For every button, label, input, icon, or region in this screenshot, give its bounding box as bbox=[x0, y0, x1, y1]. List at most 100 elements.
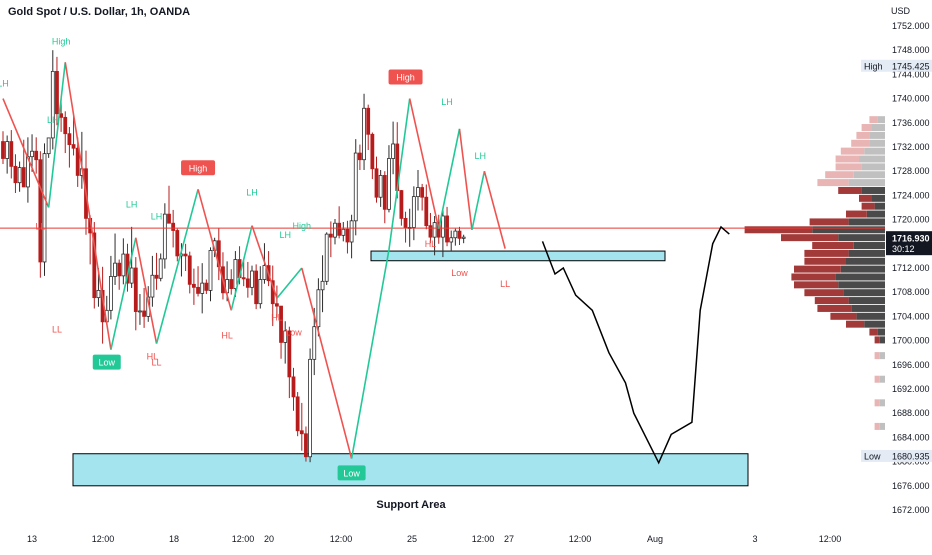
chart-title: Gold Spot / U.S. Dollar, 1h, OANDA bbox=[8, 6, 190, 18]
candle-body bbox=[92, 232, 97, 299]
candle-body bbox=[42, 153, 47, 263]
candle-body bbox=[63, 116, 68, 135]
candle-body bbox=[142, 310, 147, 317]
volume-bar-down bbox=[804, 249, 849, 257]
pivot-label: LL bbox=[500, 279, 510, 289]
volume-bar-down bbox=[744, 226, 813, 234]
pivot-label: HL bbox=[221, 330, 233, 340]
candle-body bbox=[453, 230, 458, 239]
pivot-label: LH bbox=[474, 151, 486, 161]
pivot-label: HL bbox=[425, 239, 437, 249]
volume-bar-up bbox=[859, 155, 885, 163]
volume-bar-up bbox=[846, 257, 885, 265]
volume-bar-up bbox=[866, 210, 885, 218]
volume-bar-up bbox=[843, 289, 885, 297]
candle-body bbox=[283, 330, 288, 343]
candle-body bbox=[208, 250, 213, 291]
volume-bar-down bbox=[809, 218, 849, 226]
zigzag-segment bbox=[350, 249, 390, 459]
candle-body bbox=[46, 137, 51, 155]
y-tick-label: 1696.000 bbox=[892, 360, 930, 370]
candle-body bbox=[183, 253, 188, 257]
volume-bar-up bbox=[872, 194, 885, 202]
volume-bar-down bbox=[812, 242, 854, 250]
candle-body bbox=[254, 270, 259, 305]
y-tick-label: 1700.000 bbox=[892, 336, 930, 346]
volume-bar-up bbox=[835, 273, 885, 281]
volume-bar-up bbox=[848, 249, 885, 257]
candle-body bbox=[445, 215, 449, 243]
pivot-label: LH bbox=[279, 230, 291, 240]
y-tick-label: 1684.000 bbox=[892, 432, 930, 442]
candle-body bbox=[312, 326, 317, 360]
volume-bar-down bbox=[817, 179, 849, 187]
volume-bar-down bbox=[791, 273, 836, 281]
y-tick-label: 1672.000 bbox=[892, 505, 930, 515]
zigzag-segment bbox=[2, 98, 50, 208]
candle-body bbox=[9, 141, 14, 167]
candle-body bbox=[154, 274, 159, 279]
support-area-label: Support Area bbox=[376, 499, 446, 511]
pivot-label: High bbox=[293, 221, 312, 231]
y-tick-label: 1740.000 bbox=[892, 94, 930, 104]
candle-body bbox=[370, 133, 375, 170]
zigzag-segment bbox=[110, 237, 137, 350]
volume-bar-up bbox=[861, 163, 885, 171]
candle-body bbox=[150, 274, 155, 298]
price-countdown: 30:12 bbox=[892, 244, 915, 254]
volume-bar-down bbox=[817, 304, 852, 312]
candle-body bbox=[328, 233, 333, 238]
y-tick-label: 1692.000 bbox=[892, 384, 930, 394]
volume-bar-up bbox=[851, 304, 885, 312]
volume-bar-down bbox=[794, 281, 839, 289]
candle-body bbox=[274, 303, 279, 307]
y-tick-label: 1704.000 bbox=[892, 311, 930, 321]
candle-body bbox=[158, 258, 163, 279]
pivot-badge bbox=[92, 354, 121, 370]
zigzag-segment bbox=[197, 189, 233, 311]
volume-bar-down bbox=[874, 375, 880, 383]
x-tick-label: 12:00 bbox=[569, 534, 592, 544]
volume-bar-up bbox=[877, 116, 885, 124]
volume-bar-up bbox=[856, 312, 885, 320]
candle-body bbox=[75, 147, 80, 176]
y-tick-label: 1744.000 bbox=[892, 69, 930, 79]
zigzag-segment bbox=[437, 128, 461, 229]
pivot-label: HL bbox=[147, 352, 159, 362]
volume-bar-up bbox=[869, 139, 885, 147]
candle-body bbox=[171, 222, 176, 231]
pivot-label: LH bbox=[441, 97, 453, 107]
candle-body bbox=[1, 141, 5, 159]
volume-bar-up bbox=[853, 242, 885, 250]
candle-body bbox=[258, 279, 263, 305]
volume-bar-down bbox=[861, 124, 872, 132]
volume-bar-down bbox=[840, 147, 865, 155]
volume-bar-down bbox=[861, 202, 875, 210]
candle-body bbox=[138, 310, 142, 313]
pivot-label: LH bbox=[47, 115, 59, 125]
pivot-label: High bbox=[189, 163, 208, 173]
candle-body bbox=[13, 165, 18, 184]
candle-body bbox=[341, 228, 346, 236]
volume-bar-down bbox=[794, 265, 841, 273]
candle-body bbox=[440, 215, 445, 238]
x-tick-label: 3 bbox=[752, 534, 757, 544]
candle-body bbox=[416, 187, 420, 198]
candle-body bbox=[345, 228, 350, 243]
pivot-label: LH bbox=[126, 200, 138, 210]
volume-bar-down bbox=[869, 328, 878, 336]
high-tag-label: High bbox=[864, 61, 883, 71]
y-tick-label: 1712.000 bbox=[892, 263, 930, 273]
candle-body bbox=[337, 222, 342, 236]
volume-bar-up bbox=[879, 399, 885, 407]
candle-body bbox=[121, 253, 126, 277]
x-tick-label: 20 bbox=[264, 534, 274, 544]
candle-body bbox=[167, 213, 171, 224]
pivot-label: Low bbox=[285, 327, 302, 337]
candle-body bbox=[129, 267, 134, 284]
volume-bar-down bbox=[835, 155, 859, 163]
volume-bar-up bbox=[869, 131, 885, 139]
y-tick-label: 1720.000 bbox=[892, 215, 930, 225]
candle-body bbox=[374, 168, 379, 198]
